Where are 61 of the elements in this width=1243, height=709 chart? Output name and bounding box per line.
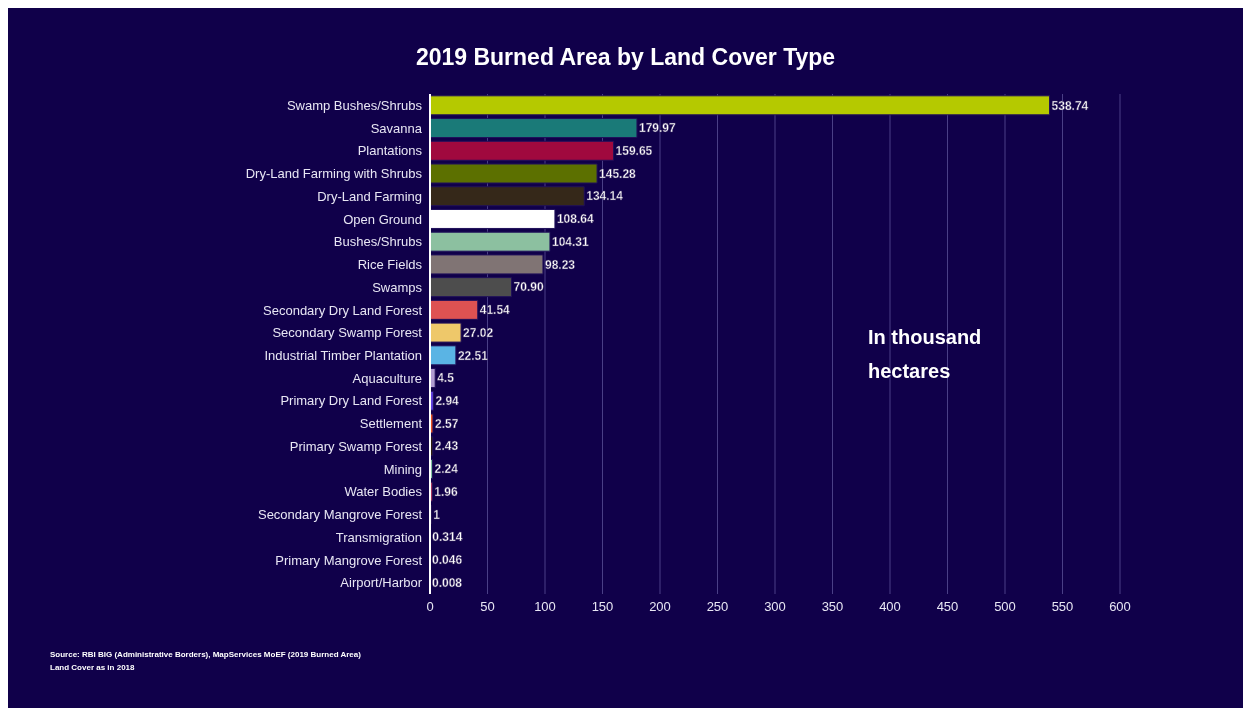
y-tick-label: Open Ground (343, 211, 422, 227)
x-tick-label: 350 (821, 599, 844, 615)
y-tick-label: Primary Dry Land Forest (280, 393, 423, 409)
x-tick-label: 300 (764, 599, 786, 615)
y-tick-label: Airport/Harbor (340, 575, 423, 591)
source-note: Source: RBI BIG (Administrative Borders), MapServices MoEF (2019 Burned Area) (50, 649, 361, 661)
data-label: 4.5 (437, 371, 455, 386)
y-tick-label: Aquaculture (352, 370, 422, 386)
data-label: 1 (433, 507, 441, 522)
data-label: 98.23 (544, 257, 576, 272)
x-tick-label: 500 (994, 599, 1016, 615)
x-tick-label: 0 (426, 599, 434, 615)
chart-title: 2019 Burned Area by Land Cover Type (414, 44, 837, 71)
data-label: 134.14 (586, 189, 624, 204)
x-tick-label: 200 (649, 599, 671, 615)
y-tick-label: Savanna (370, 120, 423, 136)
x-tick-label: 600 (1109, 599, 1131, 615)
data-label: 538.74 (1051, 98, 1089, 113)
x-tick-label: 450 (936, 599, 959, 615)
data-label: 2.43 (434, 439, 459, 454)
x-tick-label: 50 (480, 599, 495, 615)
data-label: 108.64 (556, 212, 594, 227)
x-tick-label: 250 (706, 599, 729, 615)
data-label: 70.90 (513, 280, 544, 295)
data-label: 27.02 (463, 325, 494, 340)
y-tick-label: Swamps (372, 279, 423, 295)
data-label: 41.54 (479, 303, 511, 318)
data-label: 179.97 (638, 121, 676, 136)
y-tick-label: Settlement (359, 416, 423, 432)
data-label: 0.046 (432, 553, 463, 568)
data-label: 104.31 (551, 234, 589, 249)
y-tick-label: Industrial Timber Plantation (264, 347, 422, 363)
y-tick-label: Swamp Bushes/Shrubs (286, 97, 423, 113)
y-tick-label: Secondary Dry Land Forest (263, 302, 423, 318)
data-label: 1.96 (434, 484, 458, 499)
y-tick-label: Water Bodies (344, 484, 423, 500)
y-tick-label: Secondary Swamp Forest (272, 325, 423, 341)
y-tick-label: Dry-Land Farming (317, 188, 422, 204)
y-tick-label: Dry-Land Farming with Shrubs (245, 166, 423, 182)
y-tick-label: Mining (383, 461, 422, 477)
data-label: 0.008 (432, 575, 463, 590)
y-tick-label: Rice Fields (357, 257, 423, 273)
data-label: 0.314 (432, 530, 463, 545)
data-label: 145.28 (599, 166, 637, 181)
data-label: 2.57 (434, 416, 459, 431)
y-tick-label: Plantations (357, 143, 423, 159)
text: Land Cover as in 2018 (50, 662, 136, 674)
data-label: 2.24 (434, 462, 459, 477)
y-tick-label: Primary Mangrove Forest (275, 552, 423, 568)
x-tick-label: 100 (534, 599, 556, 615)
y-tick-label: Bushes/Shrubs (333, 234, 423, 250)
x-tick-label: 550 (1051, 599, 1074, 615)
annotation: In thousand hectares (868, 325, 983, 384)
x-tick-label: 150 (591, 599, 614, 615)
y-tick-label: Secondary Mangrove Forest (257, 507, 423, 523)
y-tick-label: Primary Swamp Forest (289, 438, 423, 454)
data-label: 22.51 (457, 348, 489, 363)
y-tick-label: Transmigration (335, 529, 422, 545)
data-label: 159.65 (615, 144, 653, 159)
data-label: 2.94 (435, 394, 460, 409)
x-tick-label: 400 (879, 599, 901, 615)
